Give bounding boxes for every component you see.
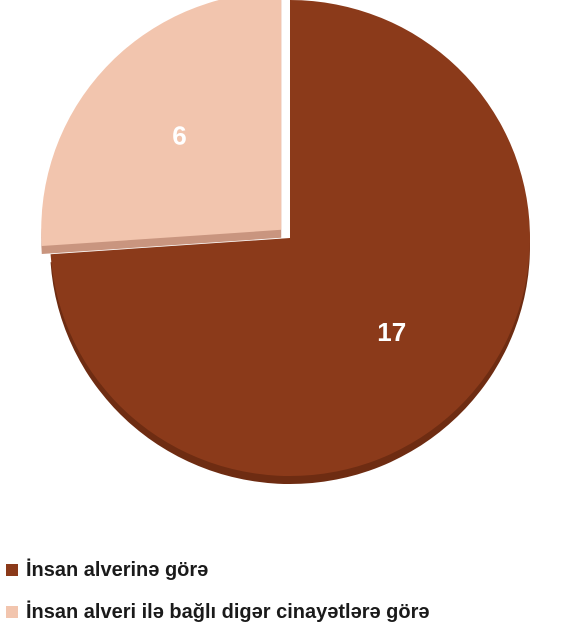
legend: İnsan alverinə görə İnsan alveri ilə bağ… <box>6 558 430 642</box>
pie-slice-layer <box>41 0 530 476</box>
pie-slice-0 <box>50 0 530 476</box>
legend-item-human-trafficking: İnsan alverinə görə <box>6 558 430 582</box>
legend-label: İnsan alveri ilə bağlı digər cinayətlərə… <box>26 600 430 623</box>
legend-label: İnsan alverinə görə <box>26 558 209 581</box>
legend-swatch <box>6 564 18 576</box>
legend-swatch <box>6 606 18 618</box>
legend-item-related-crimes: İnsan alveri ilə bağlı digər cinayətlərə… <box>6 600 430 624</box>
slice-data-label: 17 <box>377 317 406 347</box>
pie-chart: 17 6 <box>41 0 531 484</box>
pie-label-layer: 17 6 <box>172 121 406 348</box>
slice-data-label: 6 <box>172 121 186 151</box>
pie-slice-1 <box>41 0 282 247</box>
